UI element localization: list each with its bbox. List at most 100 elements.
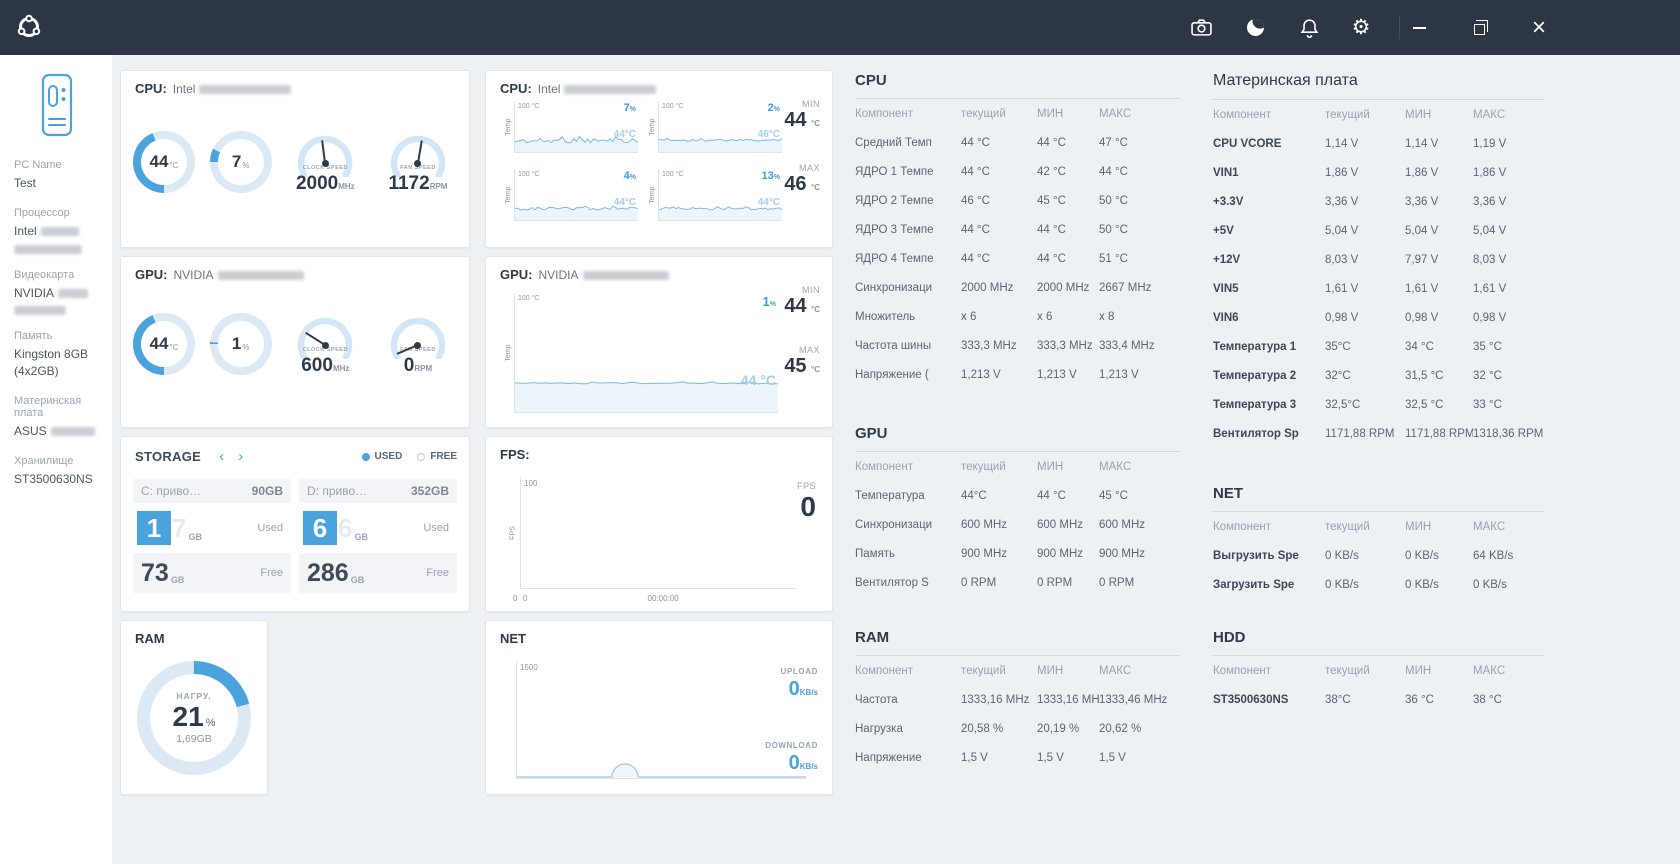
gauge-label: FAN SPEED [400, 165, 436, 171]
redacted-text [199, 85, 292, 95]
maximize-button[interactable] [1456, 0, 1502, 55]
column-header: МАКС [1473, 665, 1506, 677]
table-cell: 8,03 V [1473, 254, 1507, 266]
table-cell: 1,14 V [1325, 138, 1359, 150]
fps-chart: 100 0 FPS 00:00:00 0 [509, 477, 796, 603]
table-cell: +12V [1213, 254, 1241, 266]
cpu-charts-card: CPU: Intel 100 °C Temp 7% 44°C 100 °C Tem… [485, 70, 833, 248]
temp-sparkline [515, 205, 638, 220]
gauge-pivot [321, 159, 329, 167]
cpu-temp-donut: 44 °C [133, 131, 195, 193]
table-cell: 0 RPM [961, 577, 997, 589]
column-header: МИН [1405, 109, 1432, 121]
free-legend-label[interactable]: FREE [430, 451, 457, 462]
cpu-fan-gauge: FAN SPEED 1172RPM [379, 129, 457, 195]
table-row: ЯДРО 1 Темпе 44 °C 42 °C 44 °C [855, 158, 1180, 187]
column-header: Компонент [855, 461, 913, 473]
table-cell: 32°C [1325, 370, 1351, 382]
table-cell: 0 KB/s [1473, 579, 1507, 591]
gpu-fan-gauge: FAN SPEED 0RPM [379, 311, 457, 377]
notifications-bell-icon[interactable] [1286, 0, 1332, 55]
table-cell: 333,3 MHz [1037, 340, 1093, 352]
table-cell: 0 RPM [1037, 577, 1073, 589]
table-cell: 2000 MHz [1037, 282, 1090, 294]
table-cell: Множитель [855, 311, 916, 323]
table-cell: 1,19 V [1473, 138, 1507, 150]
table-cell: Загрузить Spe [1213, 579, 1295, 591]
cpu-temp-max: MAX 46 °C [784, 163, 820, 195]
table-cell: 900 MHz [1037, 548, 1084, 560]
pc-name-group: PC Name Test [14, 159, 100, 192]
table-cell: ЯДРО 3 Темпе [855, 224, 934, 236]
column-header: Компонент [1213, 665, 1271, 677]
net-chart: 1500 [516, 661, 806, 779]
column-header: текущий [1325, 521, 1370, 533]
used-legend-label[interactable]: USED [374, 451, 403, 462]
card-title: CPU: Intel [500, 81, 657, 96]
table-cell: 44 °C [1037, 224, 1066, 236]
close-button[interactable]: × [1531, 13, 1546, 41]
sidebar: PC Name Test Процессор Intel Видеокарта … [0, 55, 112, 864]
table-cell: Средний Темп [855, 137, 932, 149]
title-divider [855, 98, 1180, 99]
settings-gear-icon[interactable]: ⚙ [1351, 16, 1371, 39]
table-cell: ЯДРО 2 Темпе [855, 195, 934, 207]
table-cell: 1,5 V [1099, 752, 1126, 764]
storage-prev-arrow[interactable]: ‹ [219, 448, 225, 465]
table-cell: 1,213 V [961, 369, 1001, 381]
storage-card: STORAGE ‹ › USED FREE C: приво… 90GB 1 7 … [120, 436, 470, 612]
table-cell: 35°C [1325, 341, 1351, 353]
table-row: Температура 2 32°C 31,5 °C 32 °C [1213, 362, 1545, 391]
screenshot-camera-icon[interactable] [1178, 0, 1224, 55]
storage-next-arrow[interactable]: › [238, 448, 244, 465]
gpu-temp-max: MAX 45 °C [784, 345, 820, 377]
table-row: Нагрузка 20,58 % 20,19 % 20,62 % [855, 715, 1180, 744]
table-cell: Температура 1 [1213, 341, 1297, 353]
table-cell: 0,98 V [1405, 312, 1439, 324]
table-cell: 1333,46 MHz [1099, 694, 1168, 706]
used-value-box: 1 [137, 511, 171, 545]
temp-sparkline [659, 137, 782, 152]
upload-value: 0KB/s [788, 678, 818, 700]
table-section-gpu: GPU Компонент текущий МИН МАКС Температура 44°… [855, 425, 1180, 598]
minimize-button[interactable] [1396, 0, 1442, 55]
table-cell: 1,61 V [1325, 283, 1359, 295]
table-cell: 32,5 °C [1405, 399, 1444, 411]
column-header: текущий [961, 665, 1006, 677]
cpu-temp-min: MIN 44 °C [784, 99, 820, 131]
titlebar-divider [1399, 16, 1400, 39]
gpu-temp-min: MIN 44 °C [784, 285, 820, 317]
section-title: RAM [855, 629, 890, 646]
table-cell: ЯДРО 4 Темпе [855, 253, 934, 265]
table-cell: 0 KB/s [1325, 550, 1359, 562]
table-cell: 5,04 V [1405, 225, 1439, 237]
column-header: текущий [961, 108, 1006, 120]
table-cell: 36 °C [1405, 694, 1434, 706]
table-cell: 0 RPM [1099, 577, 1135, 589]
table-cell: 1,213 V [1037, 369, 1077, 381]
table-cell: Выгрузить Spe [1213, 550, 1299, 562]
card-title: FPS: [500, 447, 530, 462]
table-cell: 33 °C [1473, 399, 1502, 411]
title-divider [1213, 655, 1545, 656]
table-row: Частота 1333,16 MHz 1333,16 MHz 1333,46 MHz [855, 686, 1180, 715]
redacted-text [14, 306, 66, 316]
storage-legend: USED FREE [352, 451, 457, 462]
dark-theme-moon-icon[interactable] [1232, 0, 1278, 55]
temp-sparkline [515, 135, 638, 152]
cpu-label: Процессор [14, 206, 70, 219]
drive-free-row: 73 GB Free [133, 553, 291, 593]
app-logo [16, 14, 42, 45]
table-cell: 333,4 MHz [1099, 340, 1155, 352]
pc-tower-icon [41, 73, 73, 137]
table-cell: 20,58 % [961, 723, 1004, 735]
table-cell: VIN6 [1213, 312, 1239, 324]
table-cell: 44 °C [1037, 137, 1066, 149]
cpu-clock-value: 2000MHz [295, 173, 355, 194]
redacted-text [50, 427, 95, 437]
table-row: VIN6 0,98 V 0,98 V 0,98 V [1213, 304, 1545, 333]
table-cell: 1,213 V [1099, 369, 1139, 381]
table-cell: Вентилятор Sp [1213, 428, 1299, 440]
table-cell: 900 MHz [961, 548, 1008, 560]
column-header: Компонент [1213, 521, 1271, 533]
